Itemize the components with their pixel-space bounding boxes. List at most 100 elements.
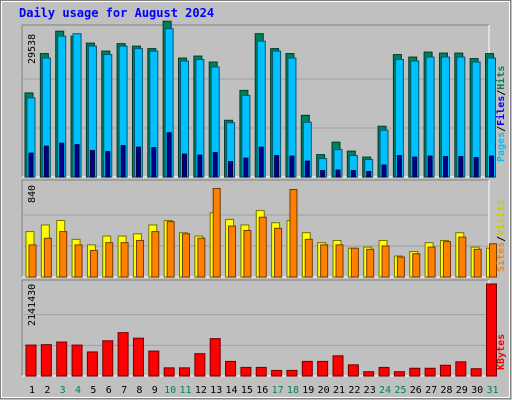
pages-bar [274, 155, 280, 178]
kbytes-bar [347, 364, 359, 377]
pages-bar [412, 156, 418, 178]
visits-panel [21, 179, 497, 278]
kbytes-bar [163, 367, 175, 377]
sites-bar [442, 241, 451, 278]
kbytes-bar [209, 338, 221, 377]
kbytes-bar [179, 367, 190, 377]
sites-bar [243, 230, 252, 278]
svg-text:Sites/Visits: Sites/Visits [495, 200, 507, 272]
x-tick-label: 9 [152, 385, 158, 396]
x-tick-label: 22 [348, 385, 360, 396]
kbytes-bar [332, 355, 344, 377]
pages-bar [289, 155, 295, 178]
x-tick-label: 23 [364, 385, 376, 396]
x-tick-label: 4 [75, 385, 81, 396]
kbytes-bar [40, 344, 52, 377]
sites-bar [28, 244, 37, 278]
pages-bar [458, 156, 464, 178]
kbytes-bar [56, 341, 68, 377]
x-tick-label: 26 [410, 385, 422, 396]
pages-bar [59, 142, 65, 178]
kbytes-bar [317, 360, 329, 377]
x-tick-label: 13 [210, 385, 222, 396]
pages-bar [120, 145, 126, 178]
kbytes-legend: KBytes [496, 334, 507, 370]
pages-bar [151, 147, 157, 178]
pages-bar [166, 132, 172, 178]
kbytes-bar [455, 361, 467, 377]
legend-sites: Sites [495, 242, 507, 272]
pages-bar [427, 155, 433, 178]
x-tick-label: 7 [121, 385, 127, 396]
sites-bar [489, 243, 497, 278]
pages-bar [320, 170, 326, 178]
pages-bar [28, 152, 34, 178]
sites-bar [43, 237, 52, 278]
pages-bar [473, 157, 479, 178]
x-tick-label: 29 [456, 385, 468, 396]
sites-bar [350, 247, 359, 278]
sites-bar [105, 242, 114, 278]
svg-text:Pages/Files/Hits: Pages/Files/Hits [495, 66, 507, 162]
pages-bar [197, 154, 203, 178]
x-tick-label: 18 [287, 385, 299, 396]
sites-bar [135, 239, 144, 278]
kbytes-bar [86, 351, 98, 377]
chart-title: Daily usage for August 2024 [19, 6, 214, 20]
kbytes-bar [286, 369, 298, 377]
sites-bar [212, 187, 221, 278]
x-tick-label: 21 [333, 385, 345, 396]
kbytes-panel [21, 279, 497, 377]
kbytes-plot-area [22, 280, 489, 376]
hits-ymax-label: 29538 [27, 34, 38, 64]
kbytes-bar [301, 360, 313, 377]
x-tick-label: 12 [195, 385, 207, 396]
pages-bar [89, 150, 95, 178]
pages-bar [258, 146, 264, 178]
visits-legend: Sites/Visits [495, 200, 507, 272]
pages-bar [489, 155, 494, 178]
sites-bar [320, 244, 329, 278]
legend-pages: Pages [496, 132, 507, 162]
sites-bar [120, 242, 129, 278]
sites-bar [412, 253, 421, 278]
kbytes-bar [486, 283, 497, 377]
x-tick-label: 8 [136, 385, 142, 396]
pages-bar [74, 144, 80, 178]
kbytes-bar [271, 369, 283, 377]
sites-bar [289, 189, 298, 278]
x-tick-label: 16 [256, 385, 268, 396]
x-axis-labels: 1 2 3 4 5 6 7 8 9 10 11 12 13 14 15 16 17 18 19 20 21 22 23 24 2… [29, 385, 499, 396]
kbytes-ymax-label: 2141430 [27, 284, 38, 326]
sites-bar [427, 246, 436, 278]
kbytes-bar [117, 332, 129, 377]
sites-bar [197, 237, 206, 278]
legend-visits: Visits [495, 200, 507, 236]
kbytes-bar [148, 350, 160, 377]
kbytes-bar [225, 360, 237, 377]
pages-bar [212, 152, 218, 178]
sites-bar [473, 248, 482, 278]
legend-files: Files [495, 96, 507, 126]
kbytes-bar [393, 371, 405, 377]
x-tick-label: 25 [394, 385, 406, 396]
sites-bar [228, 225, 237, 278]
kbytes-bar [132, 337, 144, 377]
x-tick-label: 19 [302, 385, 314, 396]
sites-bar [258, 216, 267, 278]
kbytes-bar [378, 366, 390, 377]
sites-bar [381, 245, 390, 278]
x-tick-label: 6 [106, 385, 112, 396]
x-tick-label: 5 [90, 385, 96, 396]
pages-bar [442, 156, 448, 178]
kbytes-bar [363, 371, 375, 377]
x-tick-label: 24 [379, 385, 391, 396]
x-tick-label: 15 [241, 385, 253, 396]
pages-bar [228, 161, 234, 178]
pages-bar [43, 145, 49, 178]
pages-bar [396, 155, 402, 178]
sites-bar [304, 238, 313, 278]
